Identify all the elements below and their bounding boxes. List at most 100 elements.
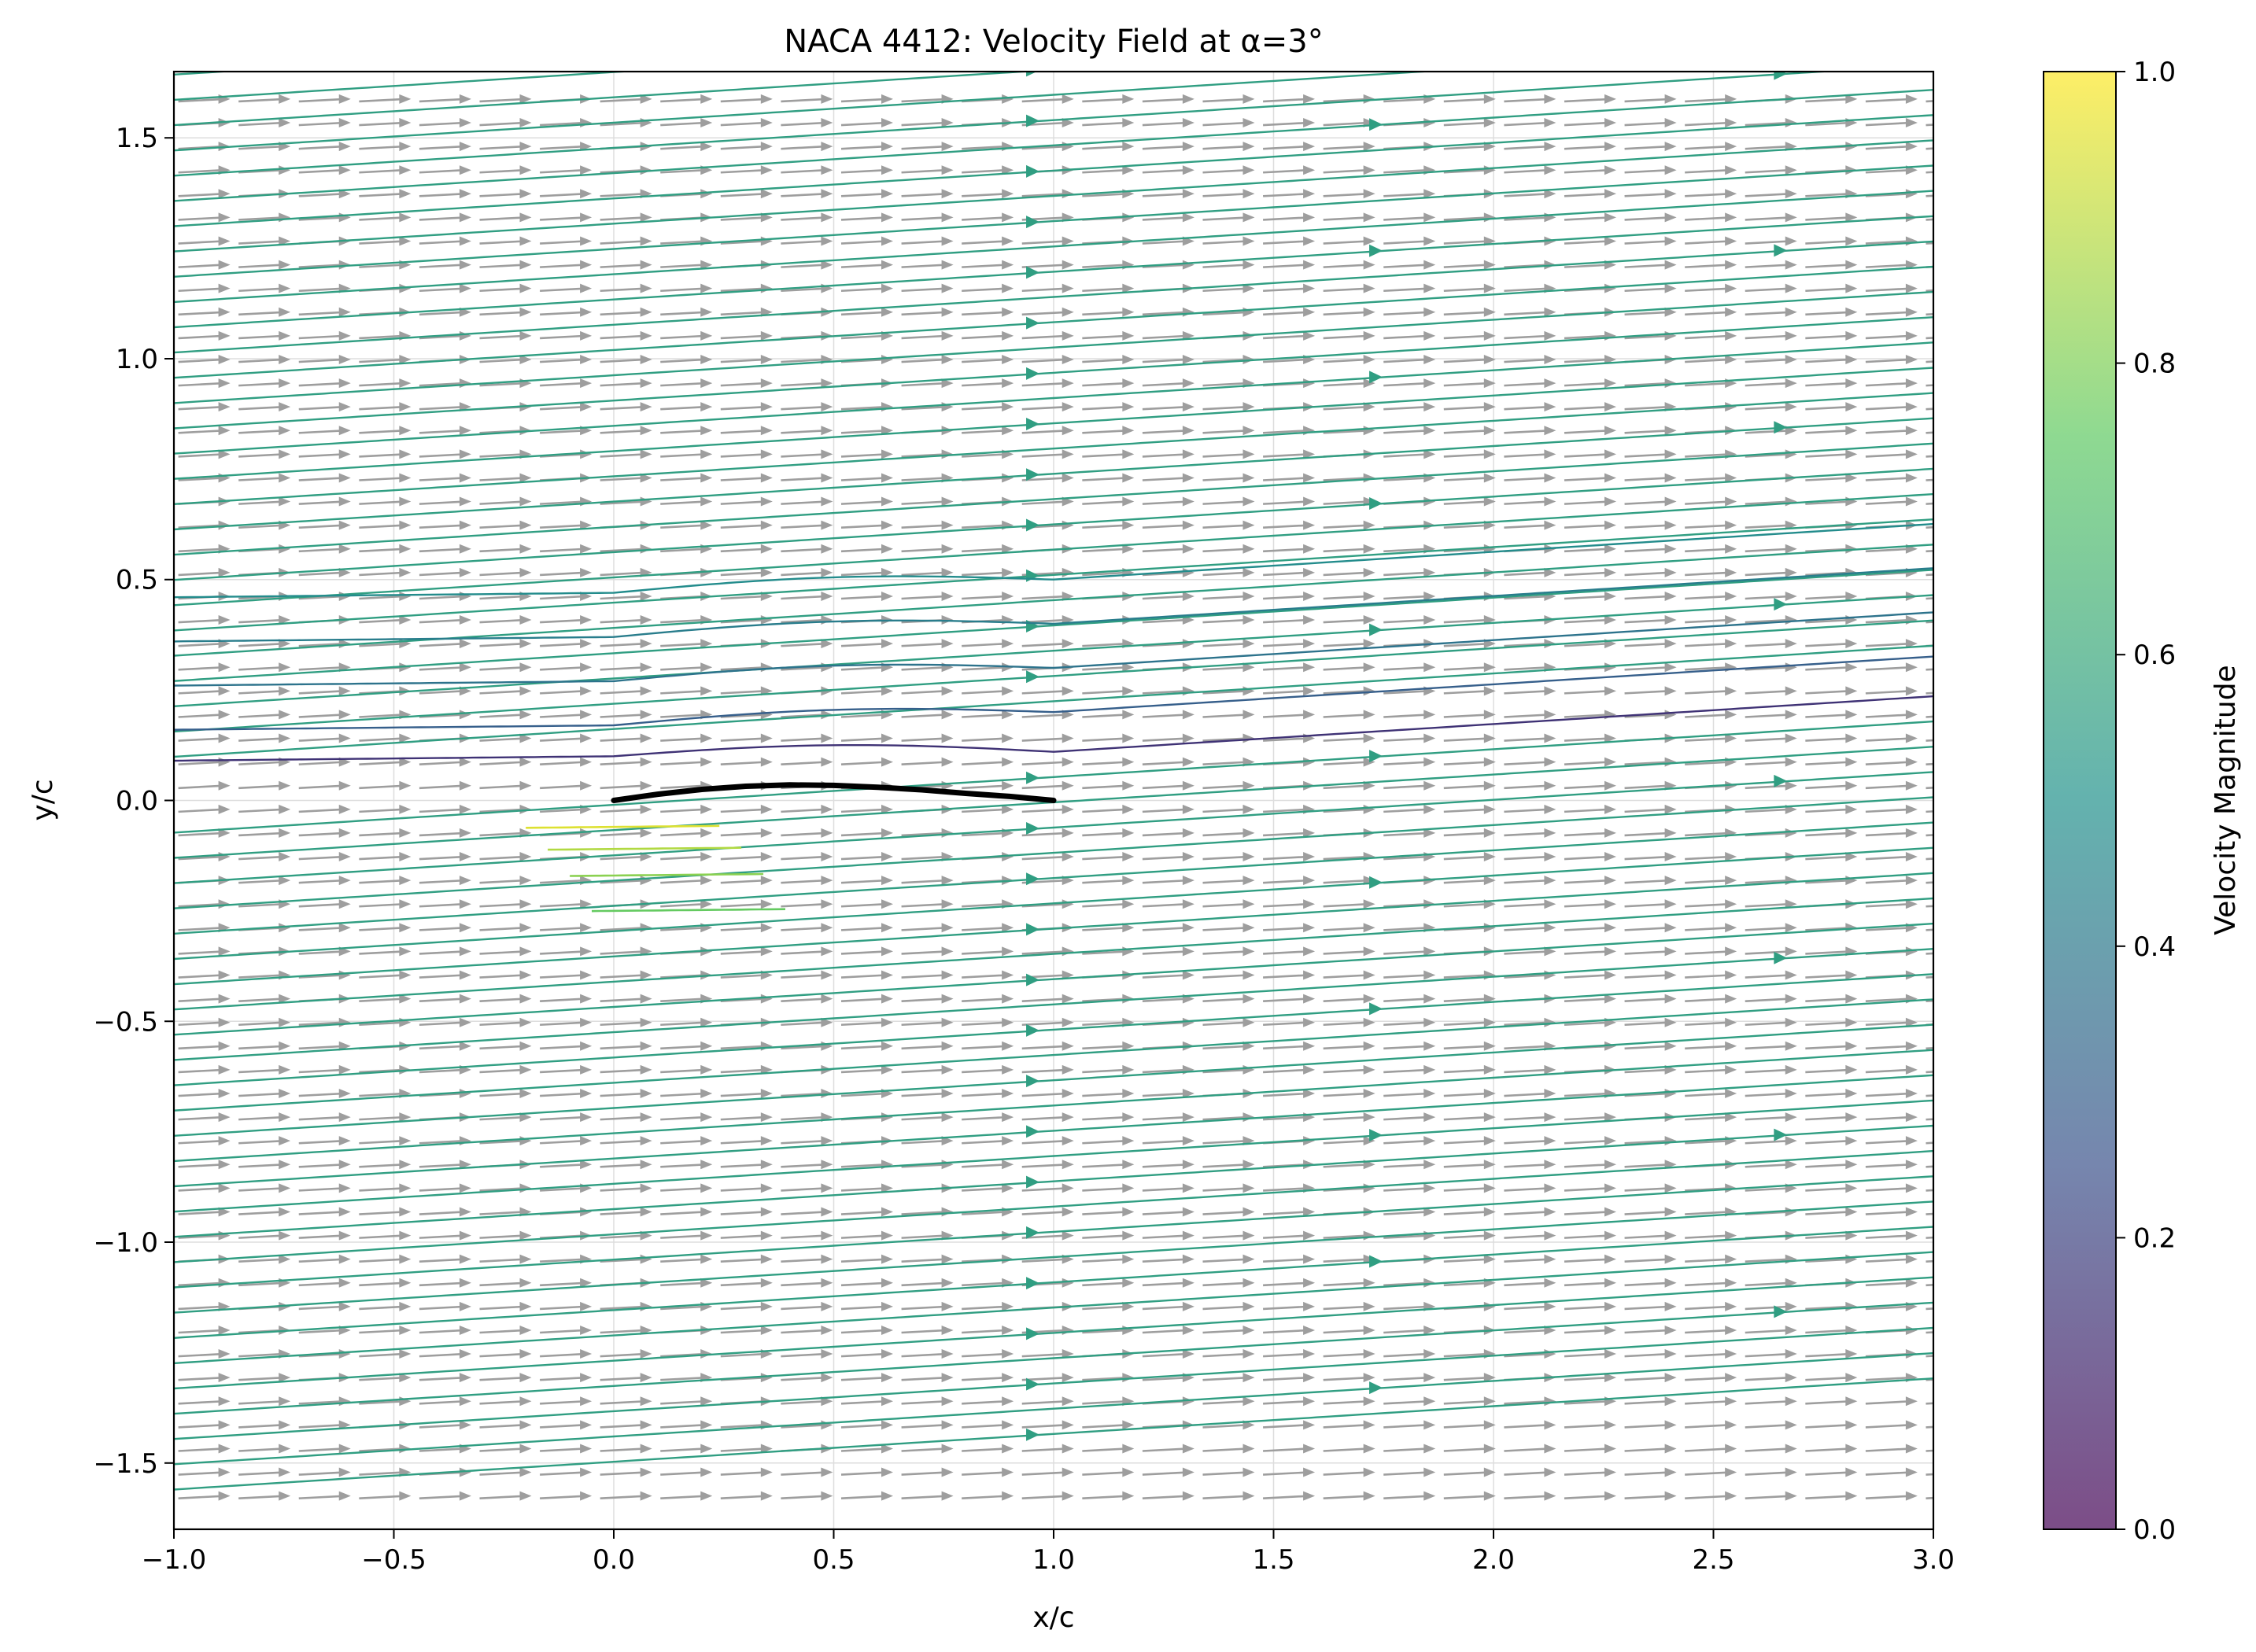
quiver-arrowhead: [399, 354, 412, 364]
quiver-arrowhead: [1182, 520, 1194, 530]
quiver-arrow: [419, 1139, 465, 1145]
quiver-arrow: [238, 1115, 285, 1121]
quiver-arrowhead: [1483, 283, 1496, 293]
quiver-arrow: [840, 216, 888, 221]
quiver-arrow: [840, 1021, 888, 1027]
quiver-arrowhead: [760, 1136, 773, 1146]
streamline-arrowhead: [1774, 598, 1788, 611]
quiver-arrow: [1805, 1139, 1852, 1145]
quiver-arrow: [660, 311, 707, 316]
quiver-arrow: [1745, 1447, 1791, 1452]
quiver-arrow: [1685, 1495, 1731, 1499]
quiver-arrow: [359, 1352, 405, 1358]
quiver-arrowhead: [1423, 1325, 1436, 1335]
quiver-arrow: [1142, 832, 1188, 837]
streamline: [174, 1351, 1933, 1466]
quiver-arrow: [962, 1115, 1008, 1121]
quiver-arrow: [359, 571, 405, 577]
quiver-arrow: [1504, 1329, 1550, 1334]
quiver-arrowhead: [1002, 1467, 1014, 1477]
quiver-arrow: [1564, 1447, 1611, 1452]
quiver-arrowhead: [580, 946, 593, 957]
quiver-arrowhead: [279, 1112, 291, 1123]
quiver-arrow: [1624, 98, 1671, 103]
quiver-arrowhead: [519, 994, 532, 1004]
quiver-arrow: [1082, 1163, 1128, 1168]
quiver-arrowhead: [580, 142, 593, 152]
quiver-arrow: [781, 1305, 827, 1311]
quiver-arrow: [1323, 548, 1369, 553]
quiver-arrowhead: [1242, 1349, 1255, 1359]
quiver-arrow: [1383, 192, 1430, 197]
quiver-arrowhead: [1303, 1278, 1316, 1288]
quiver-arrow: [600, 500, 646, 505]
quiver-arrow: [238, 1258, 285, 1263]
streamline: [174, 72, 1837, 177]
quiver-arrowhead: [1905, 330, 1918, 341]
quiver-arrow: [1624, 192, 1671, 197]
quiver-arrow: [1142, 382, 1188, 387]
quiver-arrowhead: [1122, 780, 1135, 791]
streamline: [174, 569, 1933, 682]
quiver-arrow: [1685, 453, 1731, 458]
quiver-arrowhead: [519, 330, 532, 341]
quiver-arrowhead: [1423, 615, 1436, 625]
quiver-arrow: [1745, 524, 1791, 529]
quiver-arrow: [1082, 1399, 1128, 1405]
quiver-arrowhead: [1483, 828, 1496, 838]
quiver-arrow: [178, 1021, 224, 1027]
quiver-arrow: [1263, 927, 1309, 931]
quiver-arrow: [1624, 1424, 1671, 1429]
quiver-arrowhead: [881, 686, 894, 696]
quiver-arrow: [1383, 1399, 1430, 1405]
quiver-arrowhead: [1483, 1467, 1496, 1477]
quiver-arrow: [1202, 1021, 1249, 1027]
quiver-arrowhead: [1363, 1420, 1375, 1430]
quiver-arrowhead: [459, 449, 471, 459]
streamline-arrowhead: [1026, 266, 1040, 279]
streamline-arrowhead: [1369, 876, 1383, 889]
quiver-arrowhead: [1604, 1444, 1616, 1454]
quiver-arrow: [1021, 1424, 1068, 1429]
quiver-arrow: [1504, 1163, 1550, 1168]
quiver-arrow: [540, 334, 586, 340]
quiver-arrow: [720, 1329, 766, 1334]
quiver-arrow: [1564, 192, 1611, 197]
quiver-arrowhead: [519, 189, 532, 199]
quiver-arrow: [1082, 500, 1128, 505]
quiver-arrow: [1443, 145, 1490, 150]
quiver-arrow: [1323, 98, 1369, 103]
quiver-arrowhead: [1062, 1017, 1074, 1027]
quiver-arrowhead: [399, 970, 412, 980]
quiver-arrowhead: [1303, 496, 1316, 507]
quiver-arrowhead: [399, 378, 412, 389]
quiver-arrow: [419, 382, 465, 387]
quiver-arrowhead: [1182, 804, 1194, 814]
quiver-arrow: [1865, 264, 1911, 268]
quiver-arrow: [1564, 737, 1611, 742]
quiver-arrow: [359, 808, 405, 813]
quiver-arrow: [781, 1234, 827, 1239]
quiver-arrow: [540, 1281, 586, 1287]
quiver-arrowhead: [580, 686, 593, 696]
quiver-arrowhead: [1905, 1444, 1918, 1454]
quiver-arrowhead: [821, 212, 833, 223]
quiver-arrow: [720, 1305, 766, 1311]
quiver-arrowhead: [881, 1467, 894, 1477]
quiver-arrow: [1263, 1424, 1309, 1429]
quiver-arrow: [359, 997, 405, 1002]
quiver-arrow: [720, 571, 766, 577]
quiver-arrowhead: [1604, 591, 1616, 601]
quiver-arrow: [298, 216, 345, 221]
quiver-arrowhead: [881, 1112, 894, 1123]
quiver-arrow: [479, 950, 526, 955]
quiver-arrow: [1443, 358, 1490, 363]
quiver-arrow: [1443, 1258, 1490, 1263]
quiver-arrowhead: [881, 165, 894, 175]
streamline-arrowhead: [1026, 1125, 1040, 1138]
quiver-arrow: [1021, 1352, 1068, 1358]
quiver-arrowhead: [1604, 1325, 1616, 1335]
quiver-arrow: [901, 145, 947, 150]
quiver-arrowhead: [1604, 852, 1616, 862]
quiver-arrowhead: [519, 1467, 532, 1477]
